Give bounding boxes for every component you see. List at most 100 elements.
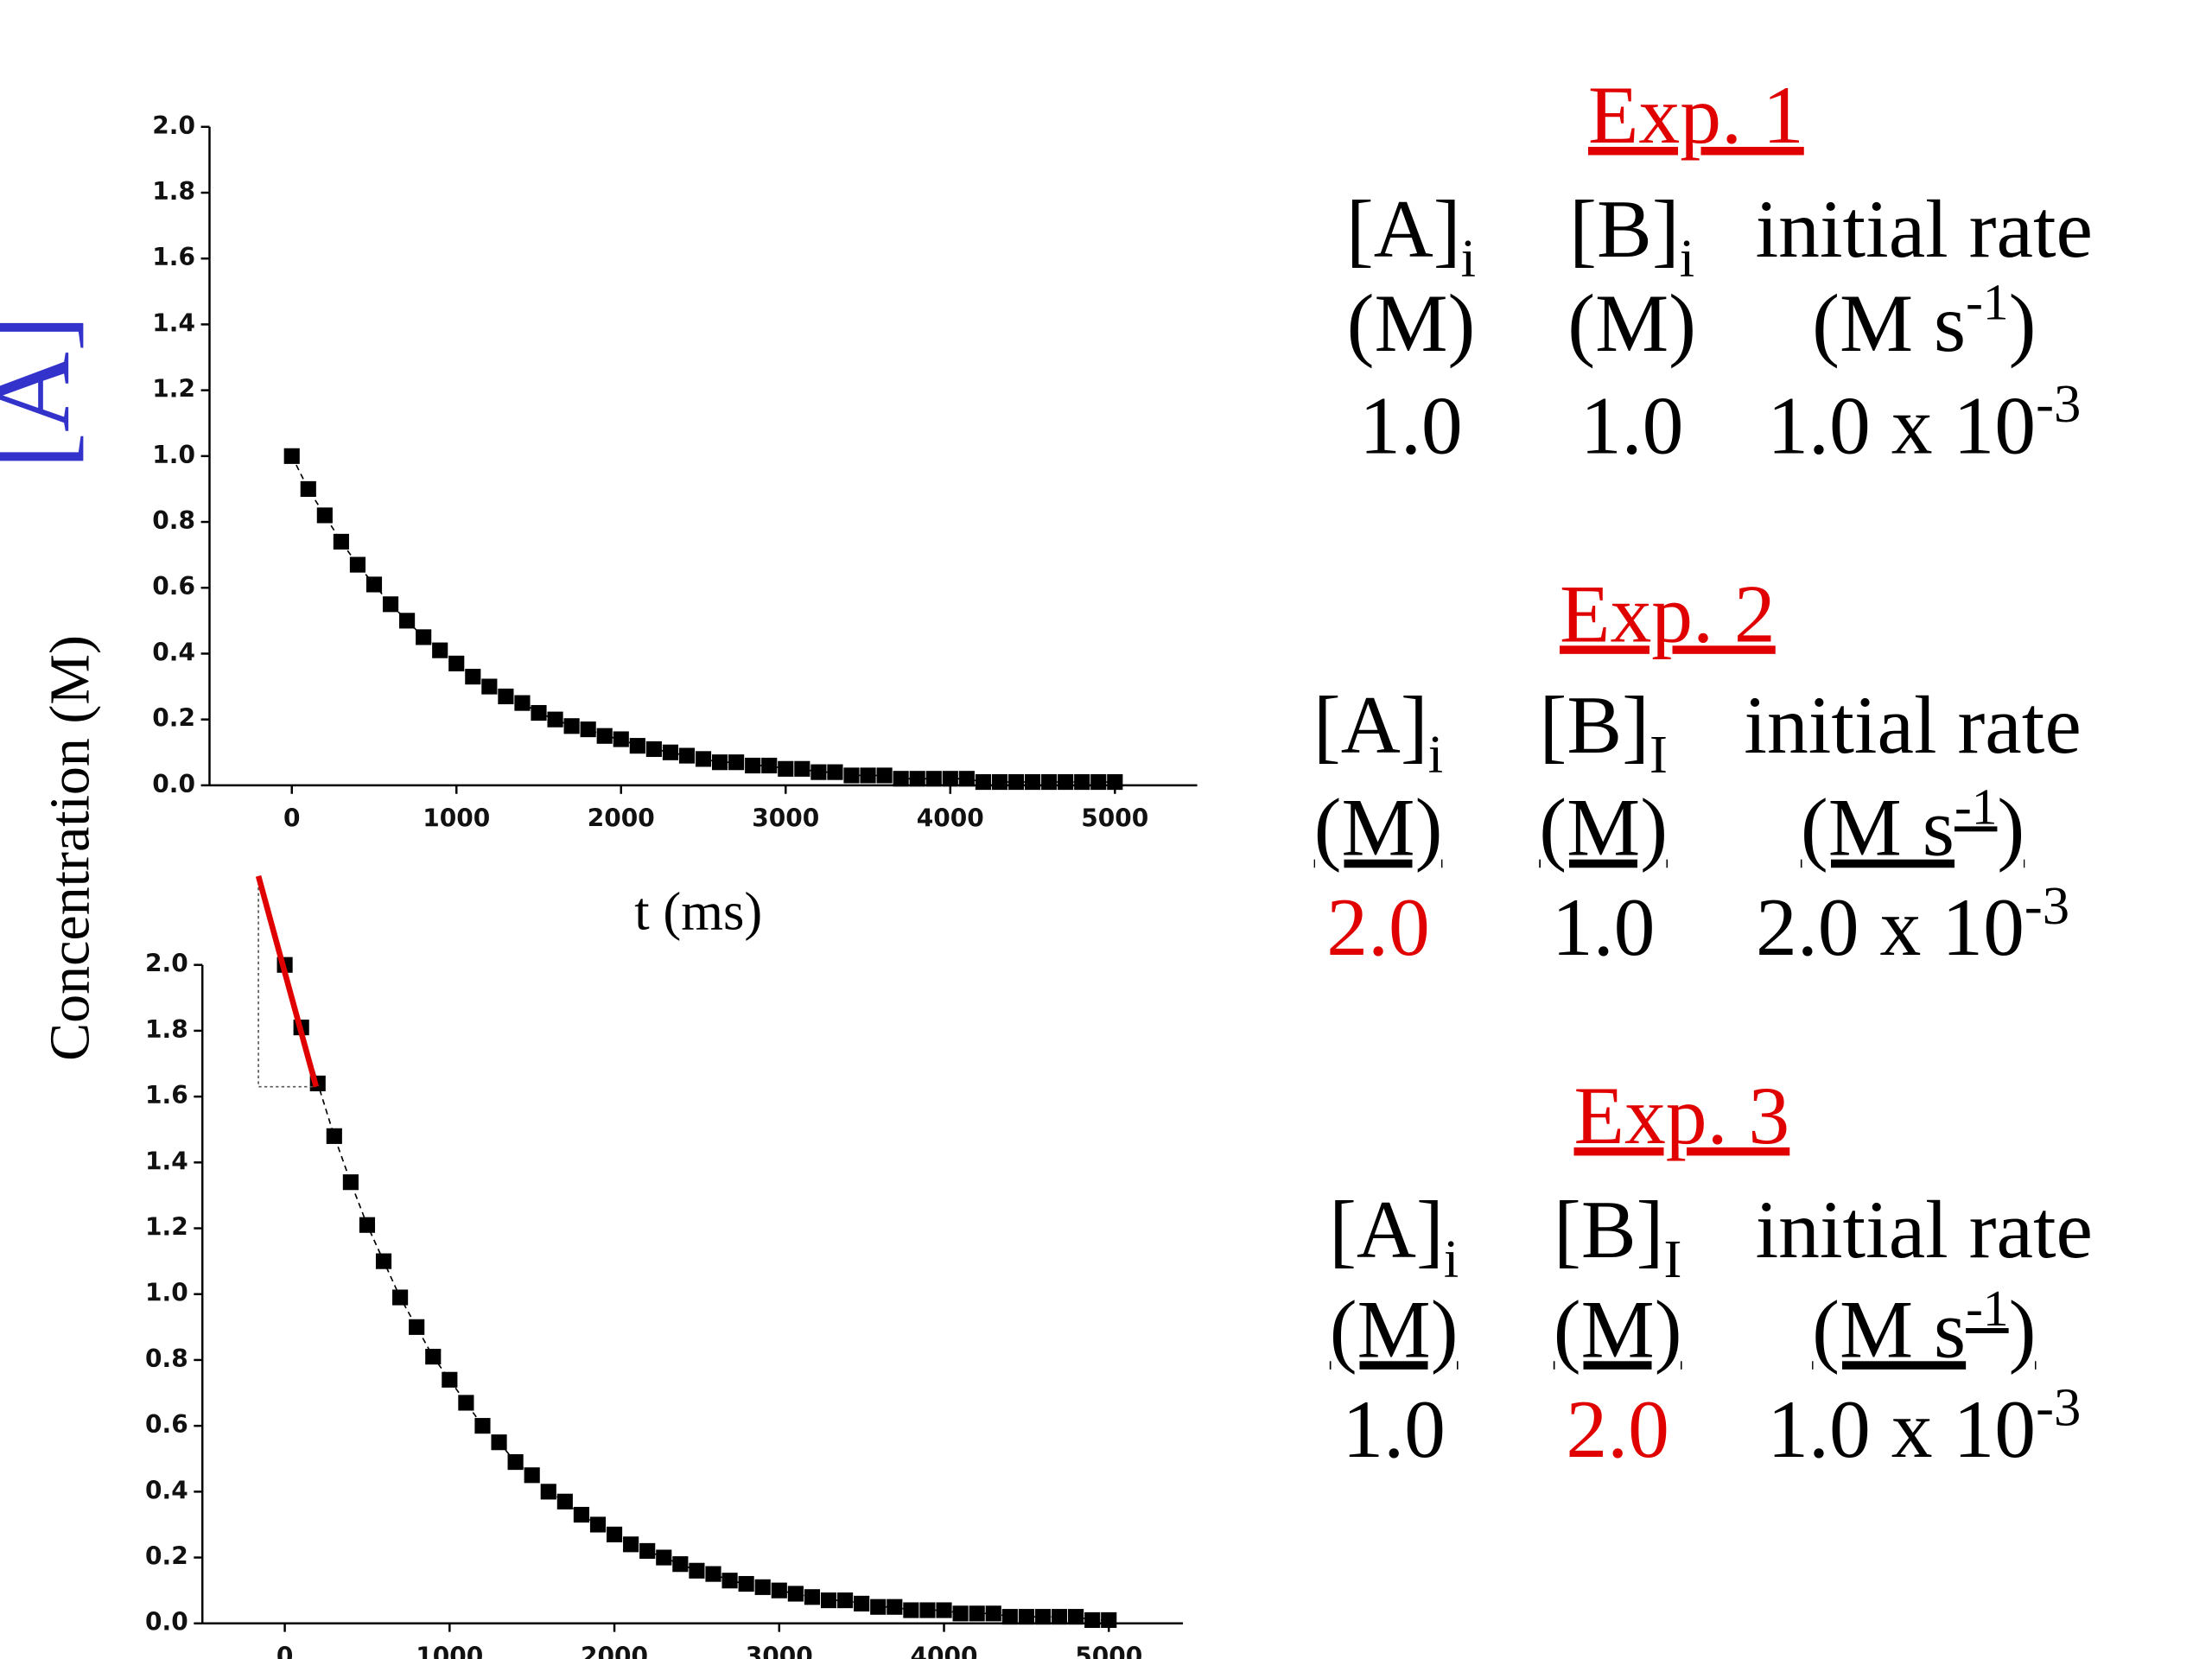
data-point [491,1434,507,1451]
sub: I [1663,1229,1681,1289]
column-unit: (M) [1554,1283,1682,1375]
data-point [300,480,316,498]
value: 2.0 [1326,881,1430,973]
x-tick-label: 2000 [581,1642,648,1659]
unit: (M s [1801,782,1955,874]
x-tick-label: 5000 [1081,804,1148,832]
column-head: [A]i [1313,679,1443,785]
unit-end: ) [2009,1283,2037,1375]
y-tick-label: 0.6 [152,572,195,601]
data-point [903,1602,919,1618]
data-point [481,678,498,695]
column-head: initial rate [1744,679,2081,771]
data-point [662,744,678,760]
data-point [316,507,333,524]
data-point [1107,773,1123,791]
y-tick-label: 1.0 [152,441,195,469]
head: [B] [1539,679,1649,771]
unit-sup: -1 [1955,778,1997,835]
column-head: [A]i [1346,183,1476,289]
sub: i [1680,228,1694,289]
column-value: 2.0 [1326,881,1430,973]
head: [B] [1554,1184,1664,1275]
data-point [909,771,925,787]
sub: i [1428,724,1443,785]
column-unit: (M) [1347,277,1476,369]
data-point [563,718,580,734]
exp-title: Exp. 3 [1574,1070,1790,1161]
data-point [854,1595,870,1611]
column-head: [B]i [1569,183,1694,289]
data-point [794,760,810,777]
unit: (M s [1812,1283,1966,1375]
data-point [507,1453,524,1471]
data-point [1058,773,1074,791]
unit: (M) [1554,1283,1682,1375]
unit-sup: -1 [1966,1280,2008,1337]
data-point [606,1526,623,1542]
data-point [540,1484,556,1500]
unit: (M) [1330,1283,1459,1375]
column-unit: (M) [1539,782,1668,874]
y-tick-label: 1.6 [145,1081,188,1109]
unit: (M) [1314,782,1443,874]
data-point [678,747,696,764]
y-tick-label: 0.0 [145,1608,188,1637]
value: 1.0 x 10 [1767,1383,2036,1475]
head: [A] [1329,1184,1444,1275]
column-value: 1.0 [1342,1383,1446,1475]
data-point [1051,1609,1068,1625]
data-point [514,695,531,711]
data-point [761,757,778,774]
column-unit: (M) [1330,1283,1459,1375]
value: 1.0 [1552,881,1656,973]
data-point [1001,1609,1018,1625]
data-point [392,1289,409,1306]
data-point [919,1602,936,1618]
data-point [771,1582,787,1599]
column-head: [A]i [1329,1184,1459,1289]
y-tick-label: 1.0 [145,1279,188,1307]
y-tick-label: 0.2 [145,1542,188,1571]
data-point [738,1575,754,1592]
head: initial rate [1756,183,2093,275]
head: [A] [1313,679,1428,771]
data-point [326,1128,342,1144]
y-tick-label: 1.2 [145,1213,188,1242]
head: [A] [1346,183,1461,275]
data-line [283,964,1109,1621]
data-point [1101,1611,1117,1629]
data-point [442,1371,458,1388]
y-tick-label: 0.4 [152,638,195,666]
column-unit: (M) [1314,782,1443,874]
data-point [721,1573,738,1589]
data-point [425,1349,442,1365]
unit: (M s [1812,277,1966,369]
column-unit: (M s-1) [1812,273,2036,368]
y-tick-label: 1.2 [152,375,195,404]
y-tick-label: 0.2 [152,704,195,733]
unit: (M) [1567,277,1696,369]
x-tick-label: 2000 [588,804,655,832]
column-unit: (M s-1) [1812,1280,2036,1375]
column-head: initial rate [1756,183,2093,275]
column-value: 1.0 [1552,881,1656,973]
data-point [1018,1609,1034,1625]
data-point [458,1395,474,1411]
sub: i [1461,228,1476,289]
column-head: [B]I [1554,1184,1681,1289]
value: 1.0 [1342,1383,1446,1475]
data-point [547,711,563,728]
column-value: 2.0 [1566,1383,1669,1475]
column-unit: (M s-1) [1801,778,2024,873]
data-point [969,1605,985,1622]
head: initial rate [1756,1184,2093,1275]
data-point [1024,773,1041,791]
data-point [745,757,761,774]
data-point [382,596,399,613]
species-label: [A] [0,315,92,469]
data-point [399,613,416,629]
data-point [1084,1611,1101,1629]
value-sup: -3 [2036,373,2081,434]
